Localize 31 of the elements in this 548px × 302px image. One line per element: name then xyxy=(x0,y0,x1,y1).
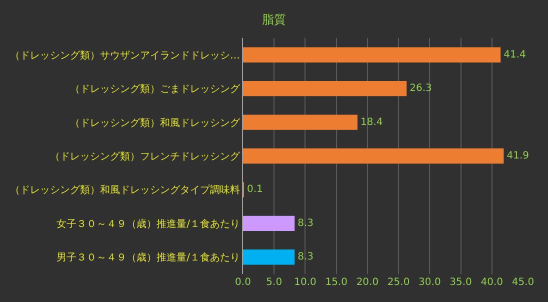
data-label: 26.3 xyxy=(410,83,432,94)
data-label: 8.3 xyxy=(298,252,314,263)
data-label: 0.1 xyxy=(247,184,263,196)
data-label: 41.4 xyxy=(504,49,526,60)
chart-title: 脂質 xyxy=(262,12,286,26)
y-tick-label: （ドレッシング類）和風ドレッシングタイプ調味料 xyxy=(10,184,240,196)
y-tick-label: 男子３０～４９（歳）推進量/１食あたり xyxy=(56,252,240,264)
bar xyxy=(243,80,407,96)
data-label: 18.4 xyxy=(360,116,383,128)
y-tick-label: （ドレッシング類）フレンチドレッシング xyxy=(50,150,241,162)
bar xyxy=(243,114,358,130)
x-tick-label: 10.0 xyxy=(294,277,316,288)
data-label: 8.3 xyxy=(298,218,314,229)
y-tick-label: 女子３０～４９（歳）推進量/１食あたり xyxy=(56,218,240,230)
data-label: 41.9 xyxy=(506,150,529,162)
y-tick-label: （ドレッシング類）和風ドレッシング xyxy=(70,116,241,129)
y-tick-label: （ドレッシング類）サウザンアイランドドレッシ… xyxy=(10,49,240,62)
y-tick-label: （ドレッシング類）ごまドレッシング xyxy=(70,83,241,96)
bar xyxy=(243,216,295,232)
bar xyxy=(243,47,501,62)
x-tick-label: 30.0 xyxy=(418,277,441,288)
x-tick-label: 45.0 xyxy=(512,277,534,288)
bar xyxy=(243,250,295,265)
x-tick-label: 5.0 xyxy=(266,277,282,288)
x-tick-label: 40.0 xyxy=(480,277,504,288)
bar xyxy=(243,148,504,164)
x-tick-label: 20.0 xyxy=(356,277,379,288)
x-tick-label: 0.0 xyxy=(235,277,251,288)
x-tick-label: 25.0 xyxy=(387,277,410,288)
x-tick-label: 35.0 xyxy=(450,277,472,288)
x-tick-label: 15.0 xyxy=(325,277,348,288)
